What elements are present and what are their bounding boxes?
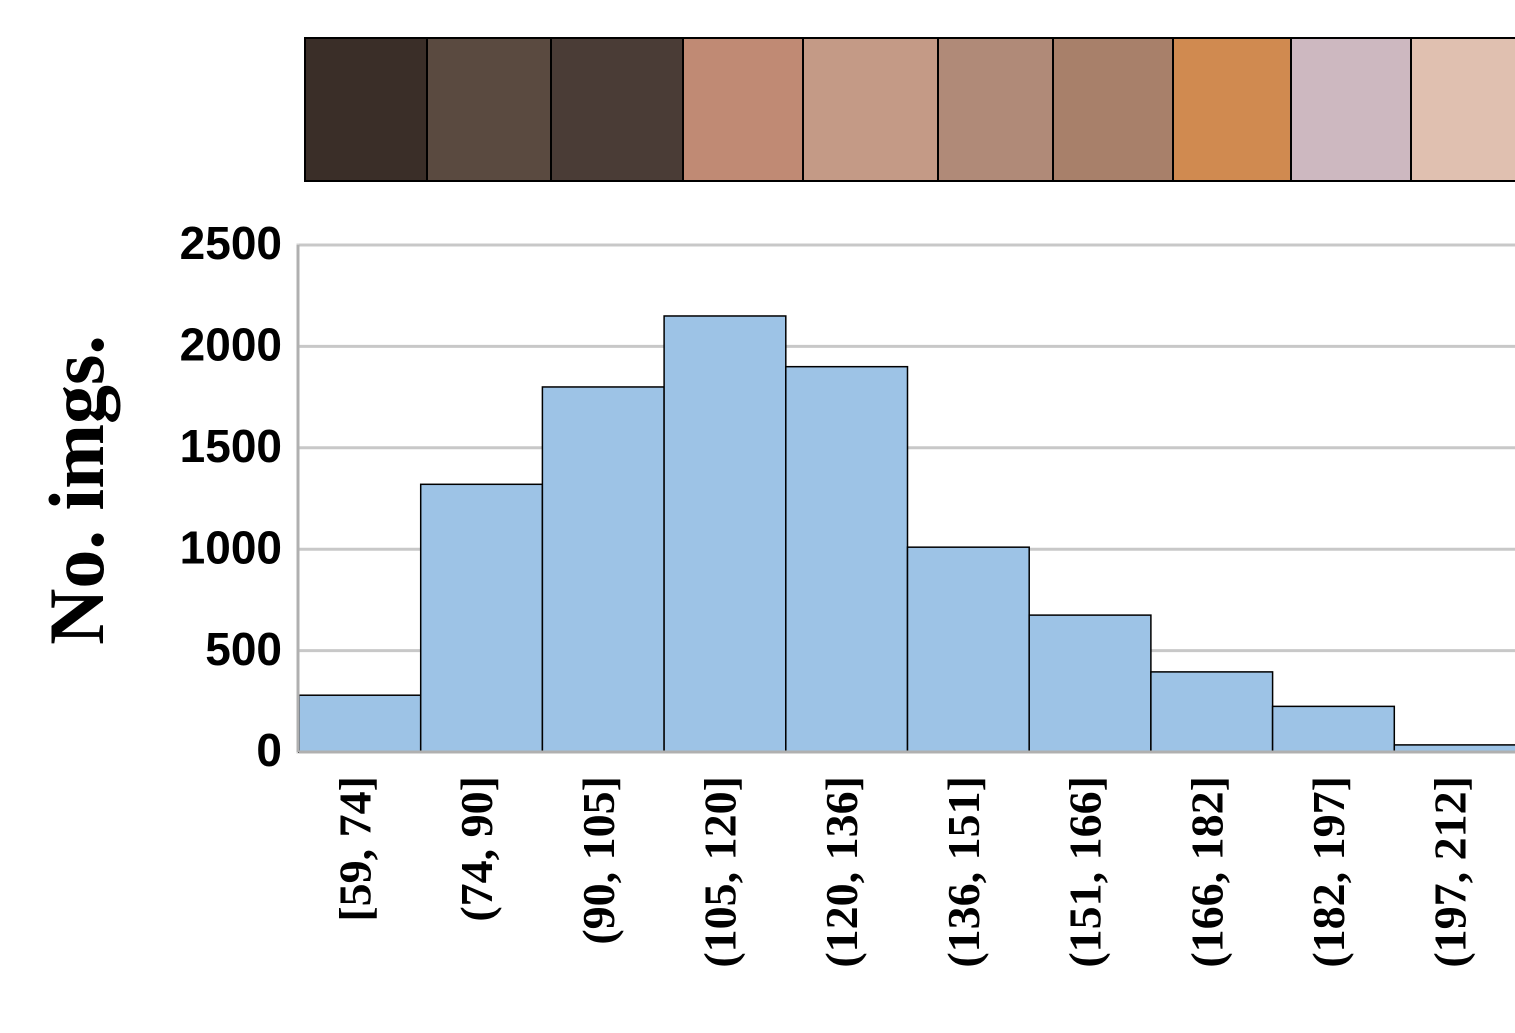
x-tick-label: [59, 74] — [329, 776, 380, 922]
y-tick-label: 2000 — [180, 319, 282, 371]
bar — [421, 484, 543, 752]
face-strip — [305, 38, 1515, 181]
bar — [542, 387, 664, 752]
bar — [1151, 672, 1273, 752]
face-image — [1291, 38, 1411, 181]
x-tick-label: (105, 120] — [695, 776, 746, 968]
x-tick-label: (136, 151] — [938, 776, 989, 968]
bar — [664, 316, 786, 752]
x-tick-label: (90, 105] — [573, 776, 624, 945]
face-image — [803, 38, 938, 181]
face-image — [1173, 38, 1291, 181]
face-image — [938, 38, 1053, 181]
bar — [1029, 615, 1151, 752]
face-image — [683, 38, 803, 181]
face-image — [1411, 38, 1515, 181]
x-tick-label: (182, 197] — [1303, 776, 1354, 968]
x-tick-label: (74, 90] — [451, 776, 502, 922]
bar — [1273, 706, 1395, 752]
face-image — [1053, 38, 1173, 181]
bar — [299, 695, 421, 752]
y-tick-label: 1500 — [180, 420, 282, 472]
x-tick-label: (166, 182] — [1181, 776, 1232, 968]
y-tick-label: 2500 — [180, 217, 282, 269]
bar — [786, 367, 908, 752]
bar — [908, 547, 1030, 752]
x-tick-label: (197, 212] — [1425, 776, 1476, 968]
y-tick-label: 1000 — [180, 521, 282, 573]
face-image — [551, 38, 683, 181]
x-tick-label: (120, 136] — [816, 776, 867, 968]
y-tick-label: 0 — [256, 724, 282, 776]
x-tick-label: (151, 166] — [1060, 776, 1111, 968]
face-image — [305, 38, 427, 181]
y-axis-label: No. imgs. — [33, 335, 120, 645]
face-image — [427, 38, 551, 181]
y-tick-label: 500 — [205, 623, 282, 675]
chart: No. imgs. 0 500 1000 1500 2000 2500 [59, 74] (7… — [0, 0, 1515, 1033]
